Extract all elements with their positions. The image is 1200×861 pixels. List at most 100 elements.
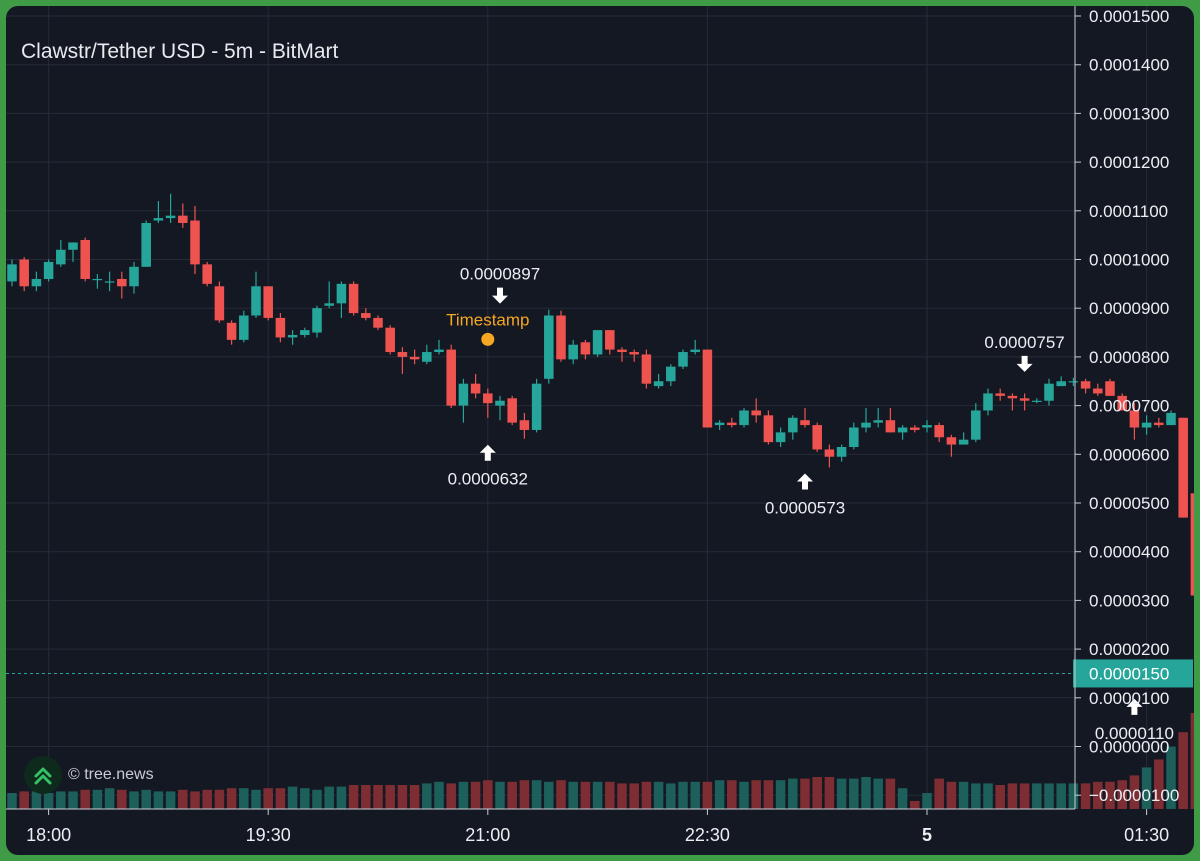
volume-bar [666,783,676,809]
x-axis-tick-label: 21:00 [465,825,510,845]
y-axis-tick-label: 0.0000600 [1089,445,1169,464]
volume-bar [519,780,530,809]
volume-bar [68,791,78,809]
candle-body [580,342,591,355]
volume-bar [727,780,737,809]
candle-body [605,330,615,350]
candle-body [31,278,42,287]
candle-body [763,415,774,443]
volume-bar [946,781,957,809]
candle-body [507,398,517,423]
low-marker-arrow-icon [479,444,496,461]
candle-body [470,383,481,394]
candle-body [361,313,371,318]
chart-panel: 0.0000150 0.0000897 0.0000632 0.0000573 0.0… [6,6,1194,855]
candle-body [458,383,469,406]
candle-body [141,222,151,267]
volume-bar [568,781,578,809]
candle-body [958,439,969,445]
candle-body [739,410,749,426]
candle-body [995,393,1005,396]
volume-bar [1019,783,1030,809]
volume-bar [141,789,151,809]
candle-body [300,330,310,335]
volume-bar [104,788,115,809]
candle-body [873,420,883,423]
candle-body [641,354,652,384]
candle-body [263,286,273,318]
volume-bar [422,783,432,809]
axis-layer: 0.0001500 0.0001400 0.0001300 0.0001200 0.00… [6,6,1179,845]
candle-body [568,344,578,360]
volume-bar [1117,780,1127,809]
candle-body [1044,383,1054,401]
volume-bar [43,793,54,809]
y-axis-tick-label: 0.0000100 [1089,689,1169,708]
y-axis-tick-label: 0.0001100 [1089,202,1168,221]
low-price-label: 0.0000573 [765,498,845,517]
candle-body [788,417,798,433]
timestamp-marker-dot [481,332,495,346]
candle-body [190,220,200,265]
volume-bar [312,789,322,809]
y-axis-tick-label: 0.0001400 [1089,56,1169,75]
candle-body [1166,412,1176,426]
candle-body [861,422,871,428]
volume-bar [251,789,261,809]
candle-body [104,281,115,283]
volume-bar [300,788,310,809]
volume-bar [1178,732,1188,809]
volume-bar [910,801,920,809]
x-axis-tick-label: 19:30 [246,825,291,845]
volume-bar [287,786,298,809]
x-axis-tick-label: 18:00 [26,825,71,845]
volume-bar [836,778,847,809]
candle-body [910,427,920,430]
low-price-label: 0.0000110 [1095,724,1174,743]
candle-body [1154,422,1164,426]
volume-bar [7,793,17,809]
watermark-text: © tree.news [68,766,154,783]
volume-bar [849,778,859,809]
candle-body [1032,400,1042,402]
volume-bar [995,785,1005,809]
candle-body [275,317,286,338]
candle-body [629,352,639,355]
volume-bar [470,781,481,809]
volume-bar [824,777,835,809]
volume-bar [922,793,932,809]
candle-body [495,400,505,406]
volume-bar [897,788,908,809]
candle-body [1093,388,1103,394]
y-axis-tick-label: 0.0000000 [1089,738,1169,757]
candle-body [849,427,859,447]
volume-bar [556,780,566,809]
volume-bar [714,780,725,809]
volume-bar [1154,759,1164,809]
candle-body [373,317,383,328]
candle-body [934,425,944,438]
high-marker-arrow-icon [1016,355,1033,372]
candle-body [836,446,847,457]
candle-body [422,352,432,362]
volume-bar [1093,781,1103,809]
volume-bar [446,783,456,809]
candle-body [751,410,761,416]
candle-body [1129,410,1140,428]
volume-bar [812,777,822,809]
volume-bar [31,791,42,809]
candle-body [239,315,249,340]
volume-bar [690,781,700,809]
volume-bar [885,778,896,809]
candle-body [800,420,810,426]
candle-body [666,366,676,382]
candle-body [897,427,908,433]
candle-body [592,330,603,355]
volume-bar [544,781,554,809]
price-chart[interactable]: 0.0000150 0.00008970.00006320.00005730.0… [6,6,1194,855]
candle-body [1190,493,1194,596]
volume-bar [751,780,761,809]
candle-body [885,420,896,433]
candle-body [714,422,725,426]
volume-bar [800,778,810,809]
